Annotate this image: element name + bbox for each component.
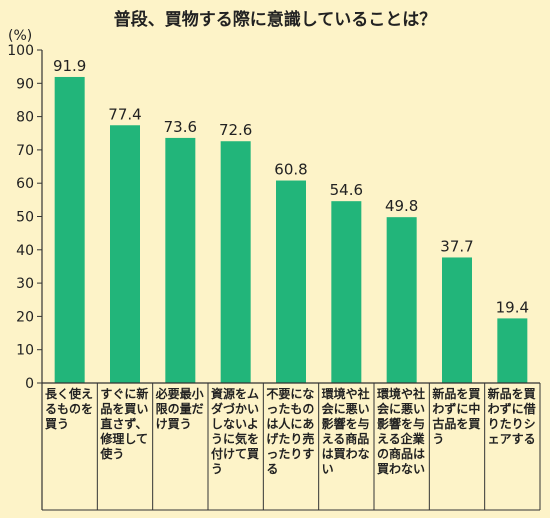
value-label: 19.4: [496, 298, 529, 316]
value-label: 73.6: [164, 118, 197, 136]
value-label: 91.9: [53, 57, 86, 75]
category-label: 必要最小限の量だけ買う: [155, 387, 204, 431]
value-label: 60.8: [274, 161, 307, 179]
bar: [220, 141, 251, 383]
bar: [442, 257, 472, 383]
bar: [331, 201, 362, 383]
bar: [54, 76, 85, 384]
value-label: 54.6: [330, 181, 363, 199]
y-tick-label: 0: [25, 376, 34, 392]
axes: [41, 50, 541, 511]
value-label: 77.4: [108, 105, 141, 123]
y-tick-label: 90: [16, 76, 34, 92]
category-label: 環境や社会に悪い影響を与える企業の商品は買わない: [377, 387, 426, 476]
y-axis-ticks: 0 10 20 30 40 50 60 70 80 90 100: [7, 43, 42, 392]
category-label: 環境や社会に悪い影響を与える商品は買わない: [321, 387, 370, 476]
value-labels: 91.9 77.4 73.6 72.6 60.8 54.6 49.8 37.7 19.4: [53, 57, 529, 316]
y-tick-label: 40: [16, 243, 34, 259]
bar: [497, 318, 528, 383]
y-tick-label: 20: [16, 309, 34, 325]
value-label: 72.6: [219, 121, 252, 139]
y-tick-label: 50: [16, 210, 34, 226]
y-tick-label: 100: [7, 43, 34, 59]
category-label: 新品を買わずに借りたりシェアする: [487, 387, 536, 446]
y-tick-label: 30: [16, 276, 34, 292]
bar: [165, 137, 196, 383]
category-label: すぐに新品を買い直さず、修理して使う: [100, 387, 149, 461]
bar: [110, 125, 140, 384]
y-tick-label: 80: [16, 110, 34, 126]
y-tick-label: 10: [16, 343, 34, 359]
y-tick-label: 70: [16, 143, 34, 159]
y-axis-label: (%): [8, 28, 32, 44]
category-label: 長く使えるものを買う: [45, 387, 94, 431]
category-label: 資源をムダづかいしないように気を付けて買う: [211, 387, 260, 476]
y-tick-label: 60: [16, 176, 34, 192]
value-label: 37.7: [440, 237, 473, 255]
category-label: 新品を買わずに中古品を買う: [432, 387, 481, 446]
category-label: 不要になったものは人にあげたり売ったりする: [266, 387, 315, 476]
bar: [276, 180, 306, 383]
chart-title: 普段、買物する際に意識していることは？: [114, 9, 437, 30]
bar: [386, 217, 417, 383]
bars: [54, 76, 528, 384]
value-label: 49.8: [385, 197, 418, 215]
